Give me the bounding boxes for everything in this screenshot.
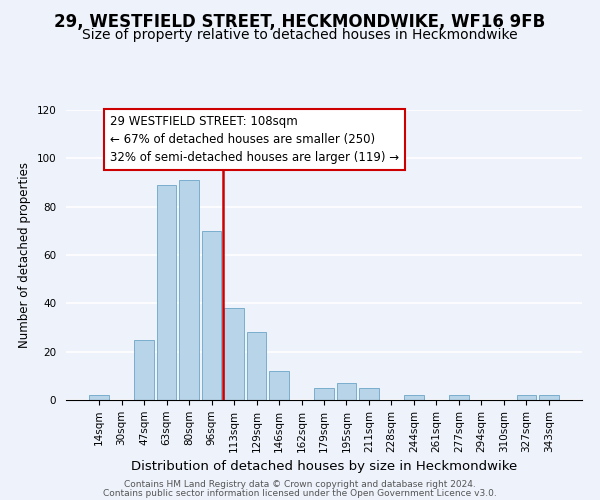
Bar <box>269 371 289 400</box>
Bar <box>359 388 379 400</box>
Text: Contains HM Land Registry data © Crown copyright and database right 2024.: Contains HM Land Registry data © Crown c… <box>124 480 476 489</box>
Bar <box>449 395 469 400</box>
Bar <box>89 395 109 400</box>
Text: 29, WESTFIELD STREET, HECKMONDWIKE, WF16 9FB: 29, WESTFIELD STREET, HECKMONDWIKE, WF16… <box>55 12 545 30</box>
Bar <box>202 231 221 400</box>
Y-axis label: Number of detached properties: Number of detached properties <box>18 162 31 348</box>
Bar <box>247 332 266 400</box>
Text: Contains public sector information licensed under the Open Government Licence v3: Contains public sector information licen… <box>103 488 497 498</box>
Bar <box>337 383 356 400</box>
Bar <box>134 340 154 400</box>
Text: 29 WESTFIELD STREET: 108sqm
← 67% of detached houses are smaller (250)
32% of se: 29 WESTFIELD STREET: 108sqm ← 67% of det… <box>110 115 400 164</box>
Bar <box>224 308 244 400</box>
Text: Size of property relative to detached houses in Heckmondwike: Size of property relative to detached ho… <box>82 28 518 42</box>
X-axis label: Distribution of detached houses by size in Heckmondwike: Distribution of detached houses by size … <box>131 460 517 473</box>
Bar <box>179 180 199 400</box>
Bar <box>539 395 559 400</box>
Bar <box>314 388 334 400</box>
Bar <box>157 185 176 400</box>
Bar <box>517 395 536 400</box>
Bar <box>404 395 424 400</box>
